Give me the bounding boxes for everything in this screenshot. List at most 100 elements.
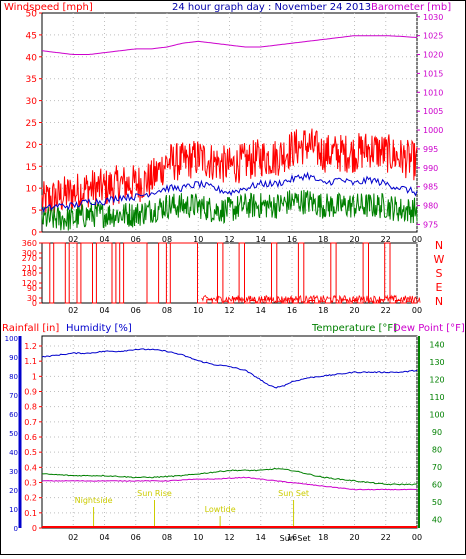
wind-tick-label: 10 [26,185,38,195]
barometer-axis-label: Barometer [mb] [371,2,451,13]
baro-tick-label: 1025 [423,32,443,41]
rain-x-label: 00 [412,533,422,542]
event-label: Lowtide [205,505,236,514]
baro-tick-label: 1000 [423,126,443,135]
rain-x-label: 18 [318,533,328,542]
direction-series [42,242,421,304]
baro-tick-label: 1005 [423,107,443,116]
dir-x-label: 06 [131,306,141,315]
wind-tick-label: 5 [31,207,37,217]
temperature-series-line [41,467,418,486]
wind-axis-label: Windspeed [mph] [4,2,93,13]
event-label: Sun Rise [137,489,172,498]
chart-title: 24 hour graph day : November 24 2013 [172,2,371,13]
rain-x-label: 02 [68,533,78,542]
dir-tick-label: 180 [22,269,37,278]
dir-x-label: 02 [68,306,78,315]
rain-x-label: 20 [349,533,359,542]
baro-tick-label: 990 [423,164,438,173]
humidity-tick-label: 100 [5,335,18,343]
dir-x-label: 00 [412,306,422,315]
direction-x-ticks: 02 04 06 08 10 12 14 16 18 20 22 00 [68,306,422,315]
rain-x-label: 10 [193,533,203,542]
humidity-tick-label: 40 [9,449,18,457]
dir-tick-label: 300 [22,249,37,258]
temperature-tick-label: 60 [432,480,442,489]
humidity-tick-label: 80 [9,373,18,381]
rainfall-axis-label: Rainfall [in] [2,323,59,334]
wind-tick-label: 45 [26,31,37,41]
rain-x-label: 04 [99,533,109,542]
event-label: Sun Set [278,489,309,498]
dir-x-label: 18 [318,306,328,315]
baro-tick-label: 980 [423,202,438,211]
dir-x-label: 04 [99,306,109,315]
wind-ticks: 0 5 10 15 20 25 30 35 40 45 50 [26,10,42,239]
rain-x-label: 06 [131,533,141,542]
dir-x-label: 16 [287,306,297,315]
rain-x-label: 08 [162,533,172,542]
wind-x-label: 06 [131,235,141,244]
baro-tick-label: 1010 [423,88,443,97]
rain-tick-label: 0.1 [24,509,37,518]
wind-x-label: 18 [318,235,328,244]
wind-x-label: 08 [162,235,172,244]
baro-tick-label: 1020 [423,51,443,60]
dir-tick-label: 360 [22,239,37,248]
humidity-tick-label: 60 [9,411,18,419]
compass-label: S [436,267,443,280]
baro-tick-label: 1015 [423,69,443,78]
rain-humidity-ticks: 0 10 20 30 40 50 60 70 80 90 100 0 0.1 0.2 0.3 0.4 0.5 0.… [5,335,42,533]
wind-x-label: 04 [99,235,109,244]
blue-series-line [41,171,418,213]
temperature-tick-label: 100 [429,411,444,420]
wind-x-label: 14 [256,235,266,244]
dir-tick-label: 120 [22,279,37,288]
rain-series [41,348,418,528]
wind-x-label: 22 [381,235,391,244]
baro-tick-label: 1030 [423,13,443,22]
compass-label: N [435,239,443,252]
rain-x-label: 16 [287,533,297,542]
wind-tick-label: 15 [26,163,37,173]
dir-x-label: 22 [381,306,391,315]
wind-x-label: 12 [224,235,234,244]
compass-label: E [436,281,443,294]
humidity-tick-label: 70 [9,392,18,400]
rain-tick-label: 0.9 [24,388,37,397]
dir-x-label: 14 [256,306,266,315]
humidity-tick-label: 10 [9,506,18,514]
dir-x-label: 20 [349,306,359,315]
wind-x-label: 00 [412,235,422,244]
temperature-ticks: 40 50 60 70 80 90 100 110 120 130 140 [418,336,445,528]
rain-x-label: 14 [256,533,266,542]
compass-label: N [435,295,443,308]
humidity-tick-label: 20 [9,487,18,495]
wind-tick-label: 50 [26,10,38,20]
dewpoint-axis-label: Dew Point [°F] [393,323,465,334]
baro-tick-label: 995 [423,145,438,154]
wind-tick-label: 30 [26,97,38,107]
wind-series-line [41,128,418,214]
dir-x-label: 10 [193,306,203,315]
rain-humidity-temp-panel: Rainfall [in] Humidity [%] Temperature [… [2,323,465,543]
wind-x-ticks: 02 04 06 08 10 12 14 16 18 20 22 00 [68,235,422,244]
dir-tick-label: 90 [27,284,37,293]
barometer-series-line [41,35,418,55]
baro-tick-label: 975 [423,220,438,229]
rain-tick-label: 0.6 [24,433,37,442]
wind-x-label: 02 [68,235,78,244]
temperature-tick-label: 110 [429,393,444,402]
wind-x-label: 10 [193,235,203,244]
direction-noise-line [201,294,421,304]
rain-tick-label: 1.2 [24,342,37,351]
rain-tick-label: 0.3 [24,479,37,488]
wind-series [41,35,418,231]
rain-tick-label: 0 [32,524,37,533]
temperature-tick-label: 130 [429,358,444,367]
